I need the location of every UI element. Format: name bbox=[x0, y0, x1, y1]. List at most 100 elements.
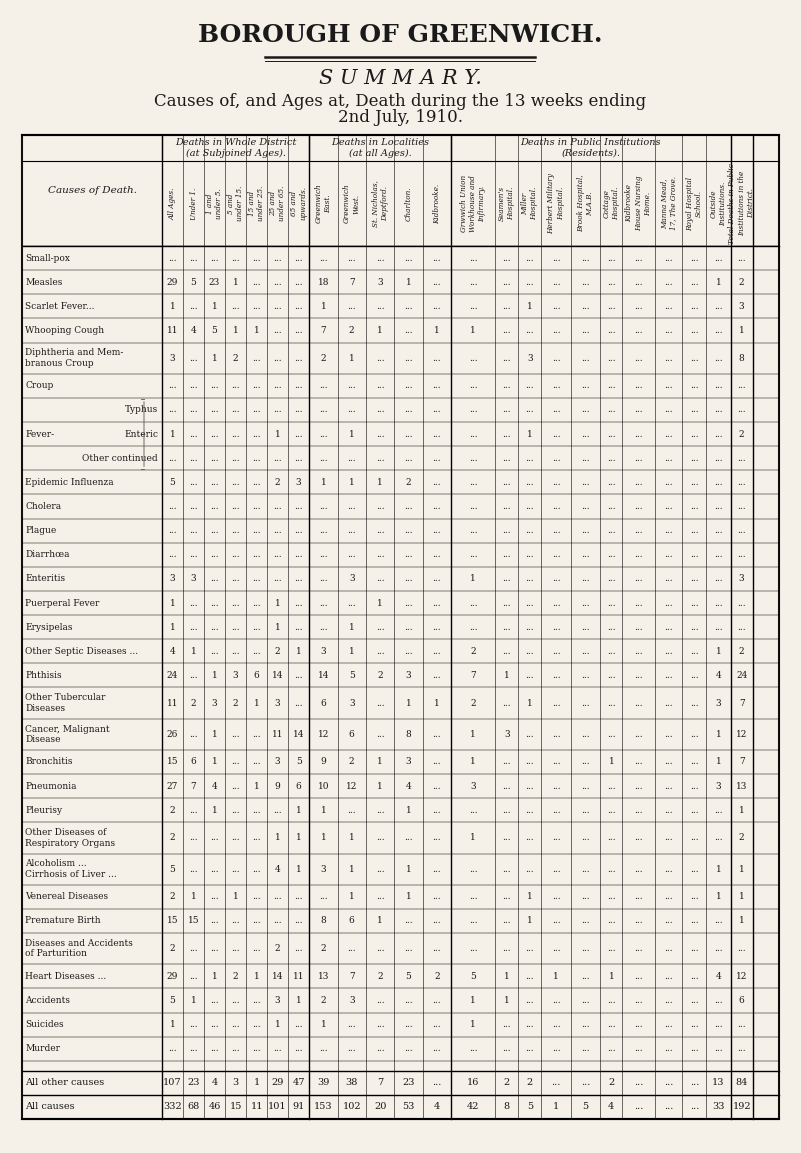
Text: ...: ... bbox=[634, 382, 643, 391]
Text: 1: 1 bbox=[739, 865, 745, 874]
Text: ...: ... bbox=[552, 834, 561, 843]
Text: Royal Hospital
School.: Royal Hospital School. bbox=[686, 176, 703, 231]
Text: ...: ... bbox=[189, 254, 198, 263]
Text: ...: ... bbox=[634, 502, 643, 511]
Text: ...: ... bbox=[502, 406, 511, 414]
Text: ...: ... bbox=[690, 1102, 699, 1111]
Text: ...: ... bbox=[525, 574, 534, 583]
Text: ...: ... bbox=[634, 996, 643, 1005]
Text: ...: ... bbox=[552, 865, 561, 874]
Text: ...: ... bbox=[252, 944, 261, 954]
Text: ...: ... bbox=[690, 758, 698, 767]
Text: 1: 1 bbox=[275, 430, 280, 438]
Text: ...: ... bbox=[168, 502, 177, 511]
Text: ...: ... bbox=[469, 254, 477, 263]
Text: ...: ... bbox=[273, 1045, 282, 1053]
Text: ...: ... bbox=[405, 454, 413, 462]
Text: ...: ... bbox=[634, 917, 643, 926]
Text: ...: ... bbox=[376, 996, 384, 1005]
Text: 1: 1 bbox=[275, 834, 280, 843]
Text: 2: 2 bbox=[233, 972, 239, 981]
Text: ...: ... bbox=[664, 806, 673, 815]
Text: 5: 5 bbox=[405, 972, 412, 981]
Text: 29: 29 bbox=[167, 278, 178, 287]
Text: Cancer, Malignant
Disease: Cancer, Malignant Disease bbox=[25, 724, 110, 744]
Text: 46: 46 bbox=[208, 1102, 221, 1111]
Text: ...: ... bbox=[525, 326, 534, 336]
Text: 1: 1 bbox=[739, 326, 745, 336]
Text: ...: ... bbox=[582, 917, 590, 926]
Text: ...: ... bbox=[469, 550, 477, 559]
Text: 5: 5 bbox=[582, 1102, 589, 1111]
Text: ...: ... bbox=[433, 526, 441, 535]
Text: ...: ... bbox=[210, 598, 219, 608]
Text: 9: 9 bbox=[275, 782, 280, 791]
Text: ...: ... bbox=[738, 254, 746, 263]
Text: ...: ... bbox=[607, 254, 616, 263]
Text: ...: ... bbox=[502, 944, 511, 954]
Text: ...: ... bbox=[607, 944, 616, 954]
Text: 2: 2 bbox=[527, 1078, 533, 1087]
Text: ...: ... bbox=[690, 730, 698, 739]
Text: Fever-: Fever- bbox=[25, 430, 54, 438]
Text: ...: ... bbox=[348, 382, 356, 391]
Text: 12: 12 bbox=[318, 730, 329, 739]
Text: ...: ... bbox=[690, 406, 698, 414]
Text: St. Nicholas,
Deptford.: St. Nicholas, Deptford. bbox=[372, 180, 388, 227]
Text: 1: 1 bbox=[434, 326, 440, 336]
Text: 15 and
under 25.: 15 and under 25. bbox=[248, 186, 265, 221]
Text: ...: ... bbox=[552, 382, 561, 391]
Text: ...: ... bbox=[634, 647, 643, 656]
Text: 1: 1 bbox=[320, 302, 326, 311]
Text: ...: ... bbox=[168, 1045, 177, 1053]
Text: ...: ... bbox=[502, 647, 511, 656]
Text: ...: ... bbox=[469, 1045, 477, 1053]
Text: ...: ... bbox=[552, 892, 561, 902]
Text: ...: ... bbox=[273, 302, 282, 311]
Text: ...: ... bbox=[664, 865, 673, 874]
Text: Scarlet Fever...: Scarlet Fever... bbox=[25, 302, 95, 311]
Text: ...: ... bbox=[552, 1020, 561, 1030]
Text: Total Deaths in Public
Institutions in the
District.: Total Deaths in Public Institutions in t… bbox=[728, 163, 755, 244]
Text: 3: 3 bbox=[296, 477, 301, 487]
Text: ...: ... bbox=[552, 671, 561, 680]
Text: ...: ... bbox=[664, 1102, 674, 1111]
Text: ...: ... bbox=[319, 526, 328, 535]
Text: ...: ... bbox=[252, 758, 261, 767]
Text: Greenwich
East.: Greenwich East. bbox=[315, 183, 332, 224]
Text: ...: ... bbox=[469, 354, 477, 363]
Text: ...: ... bbox=[582, 550, 590, 559]
Text: ...: ... bbox=[189, 1045, 198, 1053]
Text: 1: 1 bbox=[405, 865, 412, 874]
Text: ...: ... bbox=[634, 1078, 643, 1087]
Text: ...: ... bbox=[664, 354, 673, 363]
Text: 1: 1 bbox=[504, 671, 509, 680]
Text: 2: 2 bbox=[191, 699, 196, 708]
Text: 4: 4 bbox=[211, 782, 217, 791]
Text: ...: ... bbox=[433, 782, 441, 791]
Text: ...: ... bbox=[634, 550, 643, 559]
Text: 3: 3 bbox=[405, 671, 411, 680]
Text: 23: 23 bbox=[187, 1078, 199, 1087]
Text: ...: ... bbox=[319, 502, 328, 511]
Text: 16: 16 bbox=[467, 1078, 479, 1087]
Text: ...: ... bbox=[433, 598, 441, 608]
Text: ...: ... bbox=[376, 1045, 384, 1053]
Text: 18: 18 bbox=[317, 278, 329, 287]
Text: 4: 4 bbox=[715, 972, 722, 981]
Text: ...: ... bbox=[168, 254, 177, 263]
Text: ...: ... bbox=[189, 406, 198, 414]
Text: 1: 1 bbox=[527, 302, 533, 311]
Text: ...: ... bbox=[714, 326, 723, 336]
Text: ...: ... bbox=[433, 477, 441, 487]
Text: ...: ... bbox=[582, 758, 590, 767]
Text: 1: 1 bbox=[377, 758, 383, 767]
Text: ...: ... bbox=[376, 574, 384, 583]
Text: ...: ... bbox=[189, 944, 198, 954]
Text: 29: 29 bbox=[272, 1078, 284, 1087]
Text: ...: ... bbox=[552, 758, 561, 767]
Text: ...: ... bbox=[433, 302, 441, 311]
Text: ...: ... bbox=[552, 623, 561, 632]
Text: ...: ... bbox=[552, 302, 561, 311]
Text: ...: ... bbox=[433, 454, 441, 462]
